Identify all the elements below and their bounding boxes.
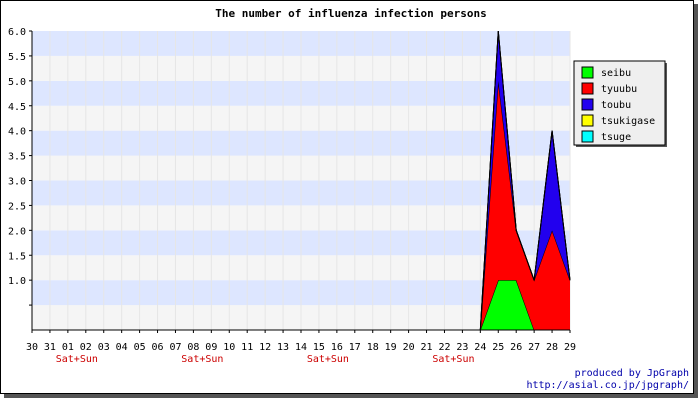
weekend-label: Sat+Sun (181, 354, 223, 365)
x-tick-label: 03 (98, 342, 110, 353)
x-tick-label: 30 (26, 342, 38, 353)
x-tick-label: 17 (349, 342, 361, 353)
y-tick-label: 1.0 (8, 276, 26, 287)
y-tick-label: 2.0 (8, 226, 26, 237)
series-area-seibu (32, 280, 570, 330)
x-tick-label: 08 (187, 342, 199, 353)
x-tick-label: 16 (331, 342, 343, 353)
x-tick-label: 31 (44, 342, 56, 353)
x-tick-label: 19 (385, 342, 397, 353)
legend-swatch-toubu (581, 98, 594, 111)
chart-title: The number of influenza infection person… (215, 7, 487, 20)
y-tick-label: 2.5 (8, 201, 26, 212)
x-tick-label: 21 (421, 342, 433, 353)
x-tick-label: 24 (474, 342, 486, 353)
chart-frame: The number of influenza infection person… (0, 0, 694, 394)
x-tick-label: 13 (277, 342, 289, 353)
legend-swatch-seibu (581, 66, 594, 79)
x-tick-label: 12 (259, 342, 271, 353)
legend: seibu tyuubu toubu tsukigase tsuge (573, 60, 667, 147)
x-tick-label: 04 (116, 342, 128, 353)
x-tick-label: 09 (205, 342, 217, 353)
legend-label-toubu: toubu (601, 100, 631, 111)
x-tick-label: 23 (456, 342, 468, 353)
x-tick-label: 01 (62, 342, 74, 353)
y-axis-ticks: 1.0 1.5 2.0 2.5 3.0 3.5 4.0 4.5 5.0 5.5 6.0 (8, 27, 32, 306)
x-tick-label: 20 (403, 342, 415, 353)
x-tick-label: 14 (295, 342, 307, 353)
x-tick-label: 07 (169, 342, 181, 353)
area-chart: The number of influenza infection person… (8, 7, 689, 391)
x-tick-label: 02 (80, 342, 92, 353)
legend-label-tsuge: tsuge (601, 132, 631, 143)
legend-swatch-tsukigase (581, 114, 594, 127)
y-tick-label: 1.5 (8, 251, 26, 262)
credit-line: http://asial.co.jp/jpgraph/ (526, 380, 689, 391)
legend-swatch-tsuge (581, 130, 594, 143)
credit-line: produced by JpGraph (575, 368, 689, 379)
x-tick-label: 28 (546, 342, 558, 353)
legend-label-tyuubu: tyuubu (601, 84, 637, 95)
x-tick-label: 29 (564, 342, 576, 353)
grid-bands (31, 31, 571, 330)
y-tick-label: 4.5 (8, 102, 26, 113)
legend-swatch-tyuubu (581, 82, 594, 95)
x-tick-label: 27 (528, 342, 540, 353)
x-tick-label: 25 (492, 342, 504, 353)
x-tick-label: 11 (241, 342, 253, 353)
y-tick-label: 6.0 (8, 27, 26, 38)
x-tick-label: 10 (223, 342, 235, 353)
y-tick-label: 5.5 (8, 52, 26, 63)
weekend-label: Sat+Sun (432, 354, 474, 365)
x-tick-label: 15 (313, 342, 325, 353)
legend-label-tsukigase: tsukigase (601, 116, 655, 127)
weekend-label: Sat+Sun (307, 354, 349, 365)
y-tick-label: 3.0 (8, 177, 26, 188)
y-tick-label: 5.0 (8, 77, 26, 88)
y-tick-label: 4.0 (8, 127, 26, 138)
x-tick-label: 06 (152, 342, 164, 353)
x-tick-label: 18 (367, 342, 379, 353)
weekend-label: Sat+Sun (56, 354, 98, 365)
y-tick-label: 3.5 (8, 152, 26, 163)
x-tick-label: 26 (510, 342, 522, 353)
credits: produced by JpGraphhttp://asial.co.jp/jp… (526, 368, 689, 391)
x-tick-label: 22 (438, 342, 450, 353)
x-tick-label: 05 (134, 342, 146, 353)
legend-label-seibu: seibu (601, 68, 631, 79)
